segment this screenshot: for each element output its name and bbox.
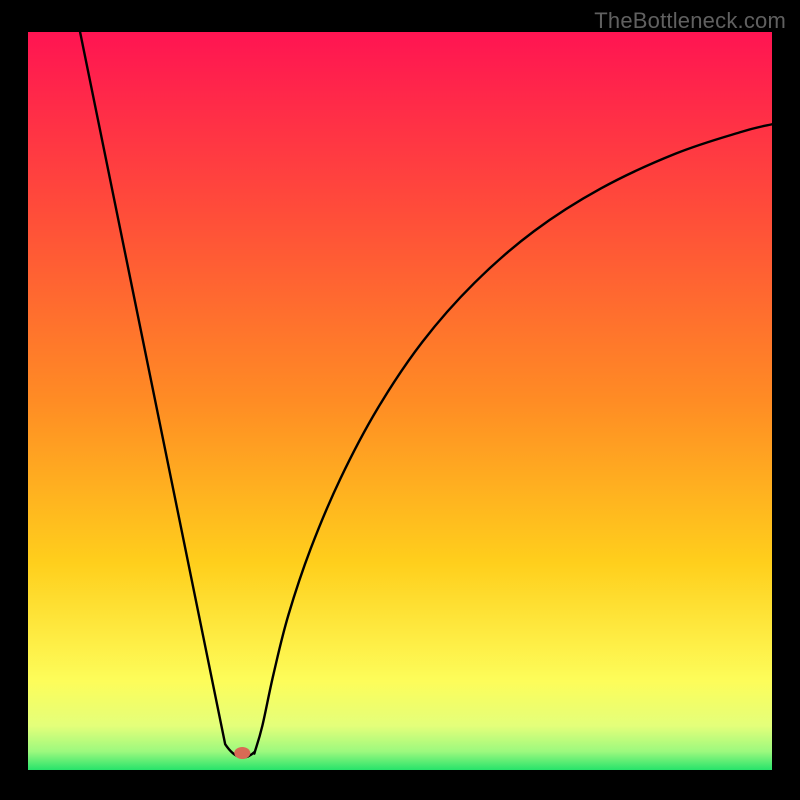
watermark-text: TheBottleneck.com xyxy=(594,8,786,34)
plot-area xyxy=(28,32,772,770)
chart-container: TheBottleneck.com xyxy=(0,0,800,800)
bottleneck-curve xyxy=(80,32,772,757)
optimum-marker xyxy=(234,747,250,759)
curve-svg xyxy=(28,32,772,770)
